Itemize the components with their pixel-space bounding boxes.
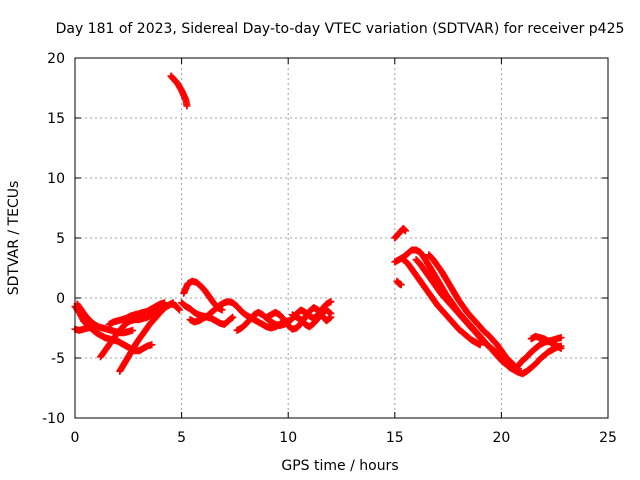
data-point (183, 102, 191, 110)
y-tick-label: -5 (51, 351, 65, 367)
data-point (218, 306, 226, 314)
x-tick-label: 20 (492, 430, 510, 446)
data-point (88, 323, 96, 331)
data-point (148, 341, 156, 349)
data-point (129, 326, 137, 334)
data-marks (71, 72, 565, 378)
x-tick-label: 0 (71, 430, 80, 446)
y-tick-label: 0 (56, 291, 65, 307)
data-point (161, 299, 169, 307)
data-point (397, 281, 405, 289)
x-tick-label: 25 (599, 430, 617, 446)
y-tick-label: 5 (56, 231, 65, 247)
y-tick-label: 10 (47, 171, 65, 187)
axis-ticks: 0 5 10 15 20 25 -10 -5 0 5 10 15 20 (42, 51, 617, 446)
y-tick-label: 15 (47, 111, 65, 127)
y-tick-label: -10 (42, 411, 65, 427)
data-point (327, 298, 335, 306)
grid-lines (75, 58, 608, 418)
data-point (557, 344, 565, 352)
x-axis-label: GPS time / hours (281, 458, 398, 474)
y-tick-label: 20 (47, 51, 65, 67)
x-tick-label: 15 (386, 430, 404, 446)
data-point (326, 309, 334, 317)
data-point (401, 227, 409, 235)
data-point (228, 314, 236, 322)
data-point (229, 313, 237, 321)
data-point (175, 306, 183, 314)
data-point (327, 310, 335, 318)
y-axis-label: SDTVAR / TECUs (6, 181, 22, 296)
data-point (476, 341, 484, 349)
x-tick-label: 5 (177, 430, 186, 446)
data-point (175, 305, 183, 313)
chart-title: Day 181 of 2023, Sidereal Day-to-day VTE… (56, 21, 625, 37)
x-tick-label: 10 (279, 430, 297, 446)
data-point (557, 334, 565, 342)
